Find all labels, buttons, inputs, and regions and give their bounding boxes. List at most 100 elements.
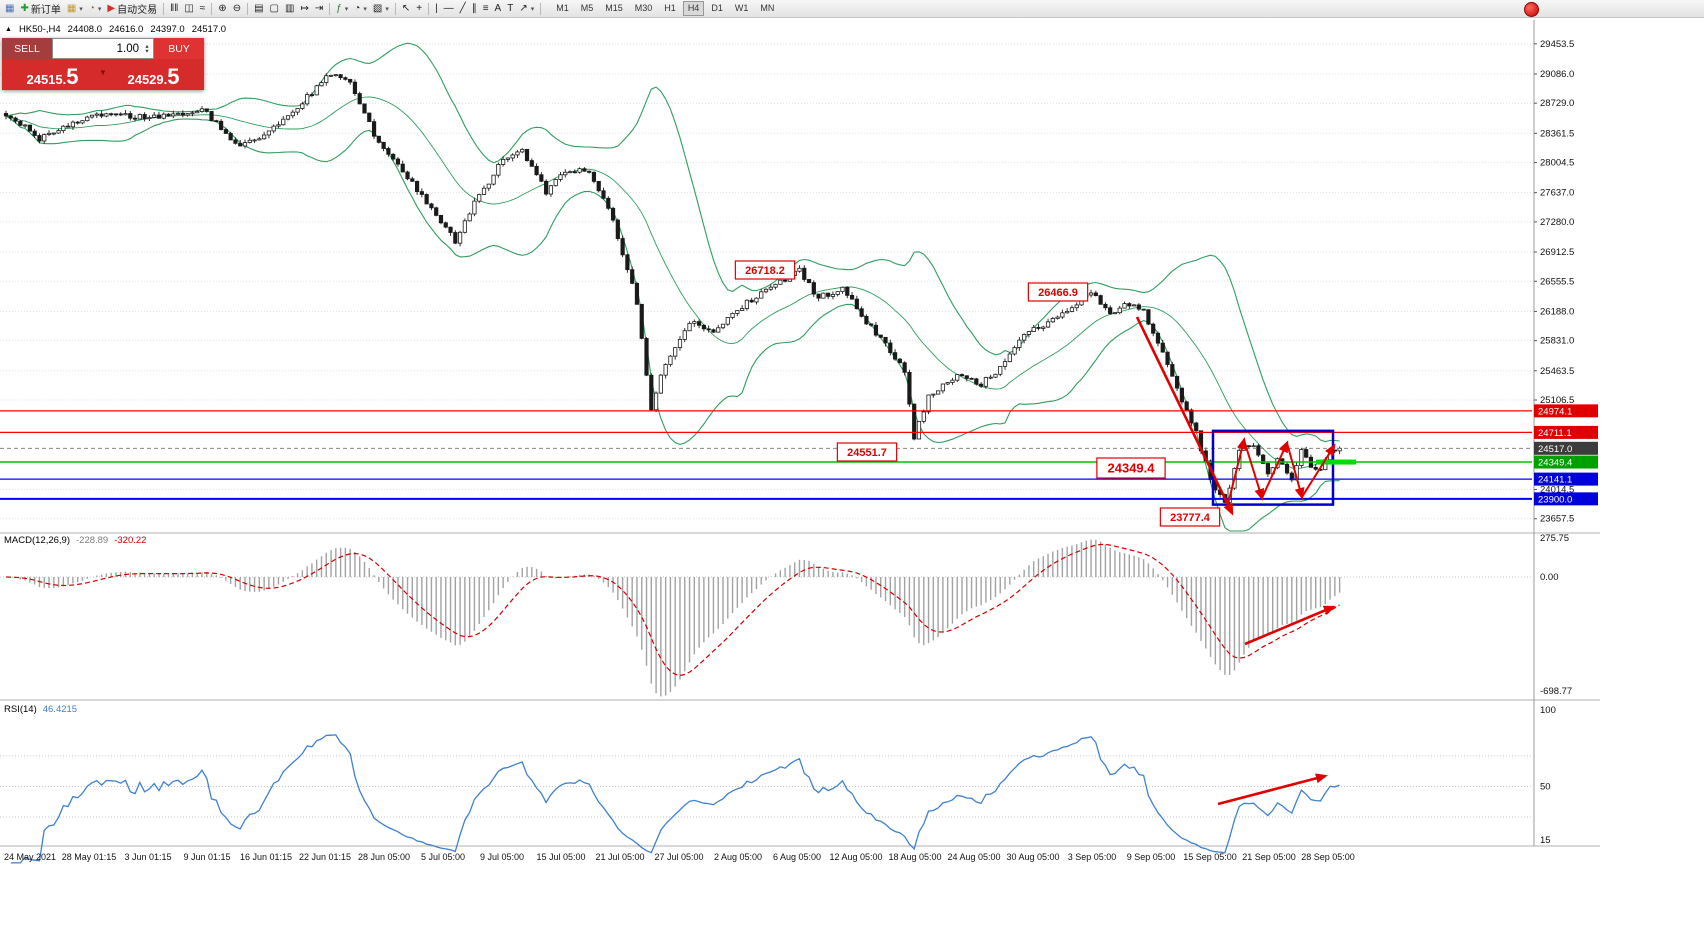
rsi-axis-label: 50 bbox=[1540, 781, 1551, 792]
buy-button[interactable]: BUY bbox=[154, 38, 204, 59]
price-tick-label: 27280.0 bbox=[1540, 217, 1574, 228]
price-axis: 29453.5 29086.0 28729.0 28361.5 28004.5 27637… bbox=[1534, 39, 1598, 846]
cursor-icon: ↖ bbox=[401, 3, 411, 14]
time-axis-label: 9 Jun 01:15 bbox=[183, 852, 230, 862]
zoom-out-icon: ⊖ bbox=[232, 3, 242, 14]
symbol-period-label: HK50-,H4 bbox=[18, 24, 61, 35]
text-icon: A bbox=[494, 3, 502, 14]
cursor-icon[interactable]: ↖ bbox=[399, 1, 413, 16]
periods-icon[interactable]: ◔ ▾ bbox=[351, 1, 370, 16]
chart-drawings: 26718.2 26466.9 24551.7 24349.4 23777.4 bbox=[734, 260, 1356, 527]
time-axis-label: 28 Sep 05:00 bbox=[1301, 852, 1355, 862]
equidistant-channel-icon[interactable]: ∥ bbox=[469, 1, 480, 16]
text-label-icon[interactable]: T bbox=[504, 1, 516, 16]
bar-chart-icon[interactable]: ǁǁ bbox=[167, 1, 181, 16]
zoom-in-icon[interactable]: ⊕ bbox=[215, 1, 229, 16]
axis-price-badge bbox=[1534, 404, 1598, 418]
timeframe-m1-button[interactable]: M1 bbox=[556, 3, 569, 13]
timeframe-w1-button[interactable]: W1 bbox=[734, 3, 749, 13]
tile-vertical-icon[interactable]: ▥ bbox=[282, 1, 297, 16]
tile-windows-icon[interactable]: ▤ bbox=[251, 1, 266, 16]
volume-down-icon[interactable]: ▾ bbox=[145, 47, 149, 55]
volume-input[interactable]: 1.00 ▴ ▾ bbox=[52, 38, 154, 59]
price-tick-label: 27637.0 bbox=[1540, 188, 1574, 199]
autotrading-button[interactable]: ▶ 自动交易 bbox=[104, 1, 160, 16]
time-axis-label: 24 Aug 05:00 bbox=[947, 852, 1000, 862]
cascade-windows-icon: ▢ bbox=[269, 3, 279, 14]
zoom-out-icon[interactable]: ⊖ bbox=[230, 1, 244, 16]
indicators-icon: ƒ bbox=[336, 3, 342, 14]
text-icon[interactable]: A bbox=[492, 1, 505, 16]
rsi-axis-label: 15 bbox=[1540, 835, 1551, 846]
toolbar-separator bbox=[247, 2, 249, 15]
buy-price-big-digit: 5 bbox=[167, 64, 180, 89]
axis-price-badge-label: 24711.1 bbox=[1538, 428, 1572, 439]
trendline-icon[interactable]: ╱ bbox=[457, 1, 469, 16]
volume-up-icon[interactable]: ▴ bbox=[145, 42, 149, 50]
time-axis-label: 15 Jul 05:00 bbox=[536, 852, 585, 862]
indicators-icon[interactable]: ƒ ▾ bbox=[333, 1, 351, 16]
price-tick-label: 23657.5 bbox=[1540, 514, 1574, 525]
toolbar-separator bbox=[428, 2, 430, 15]
profiles-icon[interactable]: ◔ ▾ bbox=[86, 1, 105, 16]
new-chart-icon[interactable]: ▦ ▾ bbox=[64, 1, 86, 16]
macd-header: MACD(12,26,9) -228.89 -320.22 bbox=[4, 535, 146, 546]
templates-icon[interactable]: ▧ ▾ bbox=[370, 1, 392, 16]
new-order-button[interactable]: ✚ 新订单 bbox=[17, 1, 63, 16]
vertical-line-icon[interactable]: | bbox=[432, 1, 441, 16]
chart-shift-icon[interactable]: ⇥ bbox=[312, 1, 326, 16]
timeframe-h4-button[interactable]: H4 bbox=[682, 1, 705, 16]
macd-recovery-arrow bbox=[1244, 605, 1336, 646]
timeframe-d1-button[interactable]: D1 bbox=[711, 3, 723, 13]
toolbar-separator bbox=[540, 2, 542, 15]
price-annotation-box bbox=[1096, 457, 1166, 479]
candlestick-chart-icon: ◫ bbox=[184, 3, 194, 14]
chart-ohlc-header: ▲ HK50-,H4 24408.0 24616.0 24397.0 24517… bbox=[5, 24, 226, 35]
sell-button[interactable]: SELL bbox=[2, 38, 52, 59]
high-value: 24616.0 bbox=[109, 24, 144, 35]
timeframe-mn-button[interactable]: MN bbox=[760, 3, 775, 13]
toolbar-separator bbox=[211, 2, 213, 15]
timeframe-m15-button[interactable]: M15 bbox=[605, 3, 623, 13]
timeframe-m30-button[interactable]: M30 bbox=[634, 3, 653, 13]
time-axis-label: 21 Jul 05:00 bbox=[595, 852, 644, 862]
price-tick-label: 28729.0 bbox=[1540, 98, 1574, 109]
buy-price-main: 24529. bbox=[127, 72, 168, 87]
rsi-label: RSI(14) bbox=[4, 704, 37, 715]
timeframe-h1-button[interactable]: H1 bbox=[664, 3, 676, 13]
new-order-icon: ✚ bbox=[20, 3, 29, 14]
account-status-icon[interactable] bbox=[1524, 2, 1539, 17]
crosshair-icon[interactable]: + bbox=[413, 1, 425, 16]
time-axis-label: 22 Jun 01:15 bbox=[299, 852, 351, 862]
axis-price-badge bbox=[1534, 472, 1598, 486]
auto-scroll-icon[interactable]: ↦ bbox=[297, 1, 311, 16]
zigzag-arrow-4 bbox=[1286, 442, 1305, 500]
price-annotation-box bbox=[1159, 507, 1221, 527]
macd-axis-label: 0.00 bbox=[1540, 572, 1559, 583]
chart-window-icon: ▦ bbox=[5, 3, 15, 14]
fibonacci-icon[interactable]: ≡ bbox=[480, 1, 492, 16]
dropdown-caret-icon: ▾ bbox=[385, 5, 389, 13]
low-value: 24397.0 bbox=[150, 24, 185, 35]
equidistant-channel-icon: ∥ bbox=[471, 3, 477, 14]
horizontal-line-icon[interactable]: — bbox=[441, 1, 457, 16]
rsi-value: 46.4215 bbox=[42, 704, 78, 715]
new-order-button-label: 新订单 bbox=[30, 5, 61, 16]
chart-shift-icon: ⇥ bbox=[314, 3, 324, 14]
cascade-windows-icon[interactable]: ▢ bbox=[267, 1, 282, 16]
price-tick-label: 28004.5 bbox=[1540, 158, 1574, 169]
axis-price-badge-label: 24349.4 bbox=[1538, 458, 1572, 469]
buy-price[interactable]: 24529. 5 bbox=[103, 59, 204, 90]
macd-panel bbox=[0, 539, 1532, 697]
price-tick-label: 24014.5 bbox=[1540, 484, 1574, 495]
chart-window-icon[interactable]: ▦ bbox=[2, 1, 17, 16]
arrows-icon[interactable]: ↗ ▾ bbox=[516, 1, 537, 16]
time-axis-label: 12 Aug 05:00 bbox=[829, 852, 882, 862]
price-tick-label: 25463.5 bbox=[1540, 366, 1574, 377]
sell-price[interactable]: 24515. 5 bbox=[2, 59, 103, 90]
timeframe-m5-button[interactable]: M5 bbox=[580, 3, 594, 13]
volume-spinner[interactable]: ▴ ▾ bbox=[141, 42, 153, 55]
candlestick-chart-icon[interactable]: ◫ bbox=[181, 1, 196, 16]
line-chart-icon[interactable]: ≈ bbox=[197, 1, 209, 16]
